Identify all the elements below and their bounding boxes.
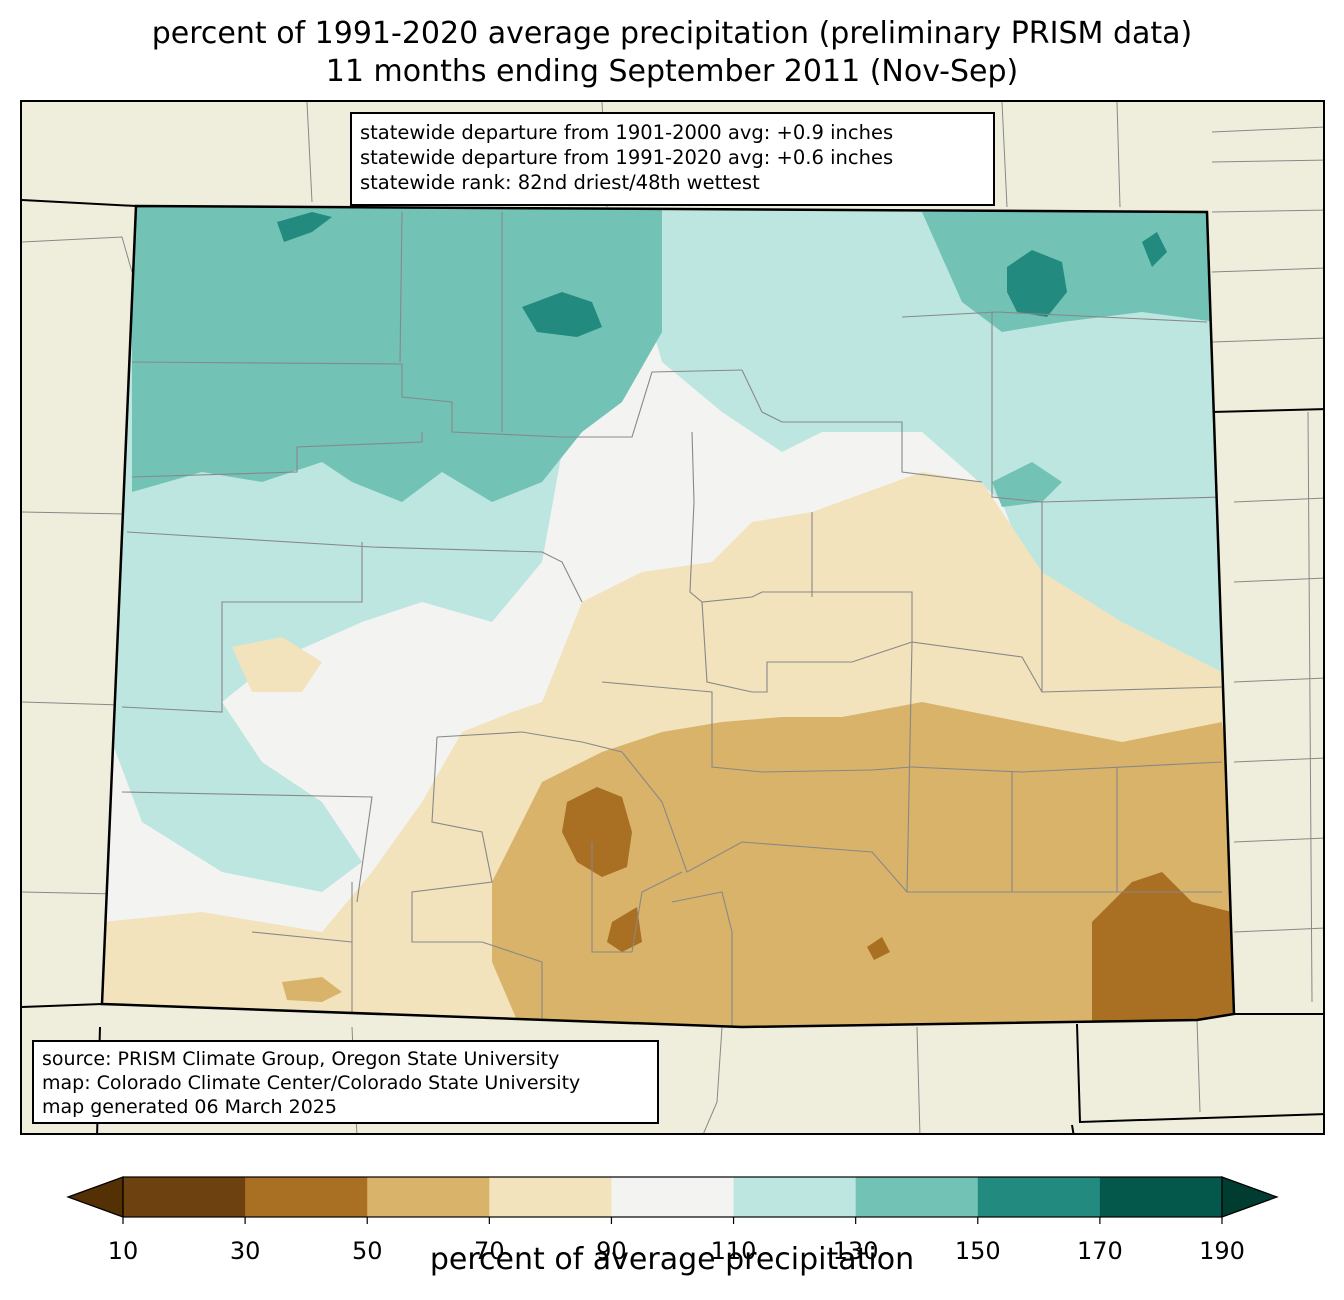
- colorbar-bin-110-130: [733, 1177, 857, 1217]
- colorbar-tick-label: 30: [230, 1237, 261, 1265]
- colorbar-over-arrow: [1221, 1176, 1279, 1218]
- county-boundaries: [121, 211, 1223, 1027]
- colorbar-tick-label: 70: [474, 1237, 505, 1265]
- precip-band-30-50-se: [1092, 872, 1234, 1027]
- precip-band-130-150: [132, 206, 662, 502]
- colorbar-tick-label: 110: [711, 1237, 757, 1265]
- colorbar-bin-10-30: [123, 1177, 246, 1217]
- source-prism: source: PRISM Climate Group, Oregon Stat…: [42, 1048, 560, 1070]
- colorbar-tick-label: 90: [596, 1237, 627, 1265]
- precip-band-110-130-patch: [812, 222, 982, 372]
- colorbar-bin-150-170: [977, 1177, 1101, 1217]
- colorbar-tick-label: 130: [833, 1237, 879, 1265]
- colorbar-bins: [123, 1177, 1223, 1217]
- precip-band-30-50: [562, 787, 632, 877]
- colorbar-bin-170-190: [1099, 1177, 1223, 1217]
- colorbar-tick-label: 170: [1077, 1237, 1123, 1265]
- colorbar-label: percent of average precipitation: [429, 1242, 915, 1277]
- map-panel: [20, 100, 1325, 1135]
- source-map-credit: map: Colorado Climate Center/Colorado St…: [42, 1072, 581, 1094]
- colorbar-bin-90-110: [611, 1177, 735, 1217]
- precip-band-150-170-ne: [1142, 232, 1167, 267]
- stats-rank: statewide rank: 82nd driest/48th wettest: [360, 171, 760, 194]
- statewide-stats-box: statewide departure from 1901-2000 avg: …: [350, 112, 995, 206]
- precipitation-field: [102, 206, 1234, 1027]
- colorado-precip-map: [22, 102, 1323, 1133]
- precip-band-150-170-nw: [277, 212, 332, 242]
- colorado-border: [100, 204, 1236, 1029]
- precip-band-130-150-spot: [992, 462, 1062, 507]
- precip-band-30-50-south: [607, 907, 642, 952]
- stats-departure-1991-2020: statewide departure from 1991-2020 avg: …: [360, 146, 894, 169]
- precip-band-30-50-spot: [867, 937, 890, 960]
- colorbar-tick-label: 10: [108, 1237, 139, 1265]
- colorbar-bin-130-150: [855, 1177, 979, 1217]
- colorbar-bin-50-70: [367, 1177, 490, 1217]
- colorbar-bin-30-50: [245, 1177, 368, 1217]
- precip-band-50-70: [492, 702, 1234, 1027]
- colorbar-ticks: 10 30 50 70 90 110 130 150 170 190: [108, 1217, 1245, 1265]
- precip-band-150-170: [522, 292, 602, 337]
- colorbar-tick-label: 190: [1199, 1237, 1245, 1265]
- map-title-line-1: percent of 1991-2020 average precipitati…: [151, 16, 1193, 51]
- precip-band-50-70-west: [282, 977, 342, 1002]
- colorbar-tick-label: 150: [955, 1237, 1001, 1265]
- colorbar: 10 30 50 70 90 110 130 150 170 190: [66, 1176, 1279, 1265]
- colorbar-tick-label: 50: [352, 1237, 383, 1265]
- colorbar-bin-70-90: [489, 1177, 612, 1217]
- precip-band-70-90-west: [232, 637, 322, 692]
- source-generated-date: map generated 06 March 2025: [42, 1096, 337, 1118]
- source-box: source: PRISM Climate Group, Oregon Stat…: [32, 1040, 659, 1124]
- stats-departure-1901-2000: statewide departure from 1901-2000 avg: …: [360, 121, 894, 144]
- precip-band-150-170-east: [1007, 250, 1067, 317]
- colorbar-outline: [122, 1176, 1223, 1218]
- map-title-line-2: 11 months ending September 2011 (Nov-Sep…: [325, 54, 1019, 89]
- colorbar-under-arrow: [66, 1176, 124, 1218]
